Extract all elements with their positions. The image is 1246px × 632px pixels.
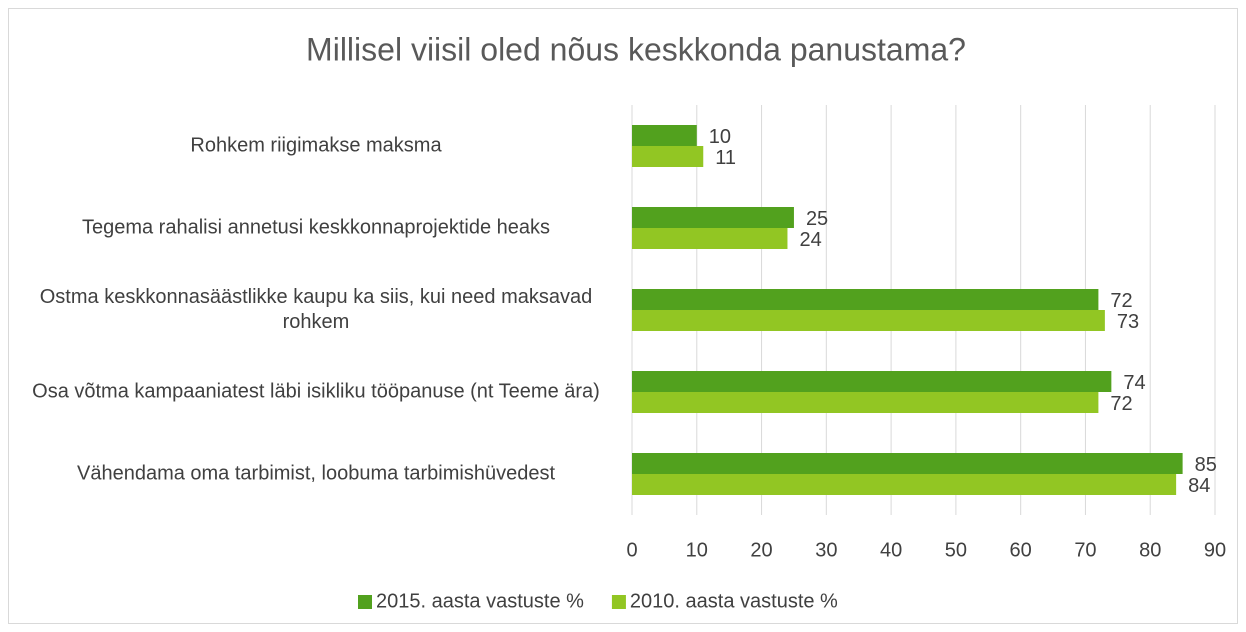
bar [632,228,788,249]
bar [632,371,1112,392]
x-tick-label: 60 [1010,539,1032,561]
bar [632,146,704,167]
category-label: Vähendama oma tarbimist, loobuma tarbimi… [76,462,556,485]
x-tick-label: 30 [815,539,837,561]
data-label: 85 [1195,454,1217,476]
data-label: 72 [1110,393,1132,415]
bar [632,453,1183,474]
bar [632,125,697,146]
x-tick-label: 90 [1204,539,1226,561]
category-label: Tegema rahalisi annetusi keskkonnaprojek… [81,216,551,239]
data-label: 84 [1188,475,1210,497]
data-label: 73 [1117,311,1139,333]
x-tick-label: 20 [750,539,772,561]
x-tick-label: 40 [880,539,902,561]
x-tick-label: 80 [1139,539,1161,561]
bar [632,474,1177,495]
chart-title: Millisel viisil oled nõus keskkonda panu… [306,31,966,67]
bar [632,392,1099,413]
x-tick-label: 70 [1074,539,1096,561]
x-tick-label: 10 [686,539,708,561]
bar [632,310,1105,331]
x-tick-label: 0 [626,539,637,561]
legend-swatch [358,595,372,609]
legend-label: 2015. aasta vastuste % [376,590,584,612]
bar [632,207,794,228]
data-label: 74 [1123,372,1145,394]
data-label: 11 [715,147,736,169]
legend-swatch [611,595,626,609]
data-label: 10 [709,126,731,148]
bar [632,289,1099,310]
data-label: 72 [1110,290,1132,312]
category-label: Ostma keskkonnasäästlikke kaupu ka siis,… [39,286,593,333]
legend-label: 2010. aasta vastuste % [630,590,838,612]
category-label: Osa võtma kampaaniatest läbi isikliku tö… [32,380,600,403]
x-tick-label: 50 [945,539,967,561]
category-label: Rohkem riigimakse maksma [190,134,442,157]
data-label: 25 [806,208,828,230]
data-label: 24 [799,229,821,251]
